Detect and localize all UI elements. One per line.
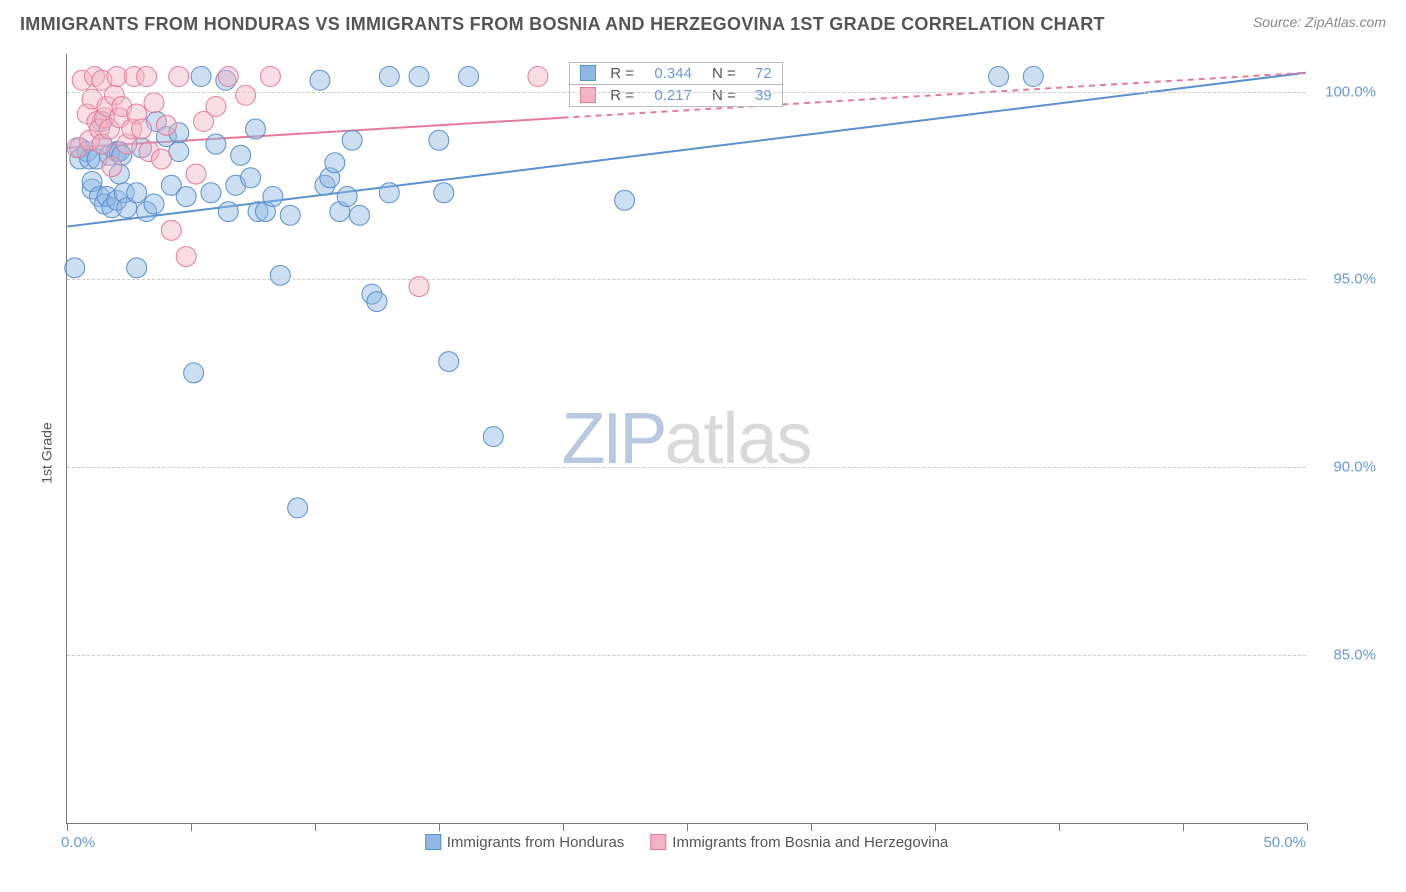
data-point <box>218 67 238 87</box>
n-label: N = <box>712 65 736 82</box>
r-value: 0.217 <box>642 87 692 104</box>
data-point <box>1023 67 1043 87</box>
data-point <box>191 67 211 87</box>
data-point <box>459 67 479 87</box>
data-point <box>325 153 345 173</box>
data-point <box>409 67 429 87</box>
x-tick <box>1183 823 1184 831</box>
x-tick <box>67 823 68 831</box>
data-point <box>132 119 152 139</box>
correlation-legend: R = 0.344 N = 72 R = 0.217 N = 39 <box>569 62 783 107</box>
x-tick <box>191 823 192 831</box>
gridline-h <box>67 655 1306 656</box>
gridline-h <box>67 279 1306 280</box>
r-label: R = <box>610 87 634 104</box>
n-value: 39 <box>744 87 772 104</box>
data-point <box>201 183 221 203</box>
y-axis-label: 1st Grade <box>39 422 55 483</box>
data-point <box>280 205 300 225</box>
data-point <box>231 145 251 165</box>
data-point <box>350 205 370 225</box>
y-tick-label: 90.0% <box>1333 459 1376 476</box>
x-tick <box>687 823 688 831</box>
data-point <box>288 498 308 518</box>
data-point <box>206 97 226 117</box>
series-legend: Immigrants from Honduras Immigrants from … <box>425 834 949 851</box>
data-point <box>218 202 238 222</box>
x-tick <box>563 823 564 831</box>
data-point <box>241 168 261 188</box>
data-point <box>156 115 176 135</box>
n-label: N = <box>712 87 736 104</box>
data-point <box>206 134 226 154</box>
y-tick-label: 95.0% <box>1333 271 1376 288</box>
data-point <box>989 67 1009 87</box>
x-tick <box>1307 823 1308 831</box>
data-point <box>429 130 449 150</box>
data-point <box>379 67 399 87</box>
plot-area: ZIPatlas R =0.344N =72R =0.217N =39 Immi… <box>66 54 1306 824</box>
data-point <box>176 247 196 267</box>
data-point <box>236 85 256 105</box>
data-point <box>342 130 362 150</box>
legend-swatch <box>425 834 441 850</box>
data-point <box>615 190 635 210</box>
data-point <box>169 67 189 87</box>
gridline-h <box>67 467 1306 468</box>
x-tick <box>439 823 440 831</box>
r-value: 0.344 <box>642 65 692 82</box>
data-point <box>161 220 181 240</box>
data-point <box>65 258 85 278</box>
data-point <box>263 187 283 207</box>
legend-row: R = 0.217 N = 39 <box>570 85 782 106</box>
data-point <box>528 67 548 87</box>
x-tick-label-min: 0.0% <box>61 834 95 851</box>
data-point <box>483 427 503 447</box>
legend-label: Immigrants from Bosnia and Herzegovina <box>672 834 948 851</box>
legend-swatch <box>580 87 596 103</box>
legend-swatch <box>580 65 596 81</box>
data-point <box>337 187 357 207</box>
data-point <box>367 292 387 312</box>
data-point <box>176 187 196 207</box>
legend-row: R = 0.344 N = 72 <box>570 63 782 85</box>
data-point <box>102 157 122 177</box>
y-tick-label: 85.0% <box>1333 646 1376 663</box>
data-point <box>186 164 206 184</box>
data-point <box>246 119 266 139</box>
n-value: 72 <box>744 65 772 82</box>
data-point <box>137 67 157 87</box>
gridline-h <box>67 92 1306 93</box>
chart-title: IMMIGRANTS FROM HONDURAS VS IMMIGRANTS F… <box>20 14 1105 35</box>
data-point <box>127 258 147 278</box>
x-tick <box>811 823 812 831</box>
legend-label: Immigrants from Honduras <box>447 834 625 851</box>
x-tick-label-max: 50.0% <box>1263 834 1306 851</box>
data-point <box>310 70 330 90</box>
legend-item: Immigrants from Honduras <box>425 834 625 851</box>
data-point <box>184 363 204 383</box>
data-point <box>144 93 164 113</box>
data-point <box>434 183 454 203</box>
y-tick-label: 100.0% <box>1325 83 1376 100</box>
data-point <box>270 265 290 285</box>
data-point <box>260 67 280 87</box>
scatter-points <box>67 54 1306 823</box>
chart-source: Source: ZipAtlas.com <box>1253 14 1386 30</box>
data-point <box>127 183 147 203</box>
data-point <box>144 194 164 214</box>
x-tick <box>1059 823 1060 831</box>
x-tick <box>315 823 316 831</box>
legend-swatch <box>650 834 666 850</box>
chart-container: 1st Grade ZIPatlas R =0.344N =72R =0.217… <box>20 44 1386 862</box>
data-point <box>379 183 399 203</box>
data-point <box>151 149 171 169</box>
data-point <box>439 352 459 372</box>
r-label: R = <box>610 65 634 82</box>
legend-item: Immigrants from Bosnia and Herzegovina <box>650 834 948 851</box>
x-tick <box>935 823 936 831</box>
